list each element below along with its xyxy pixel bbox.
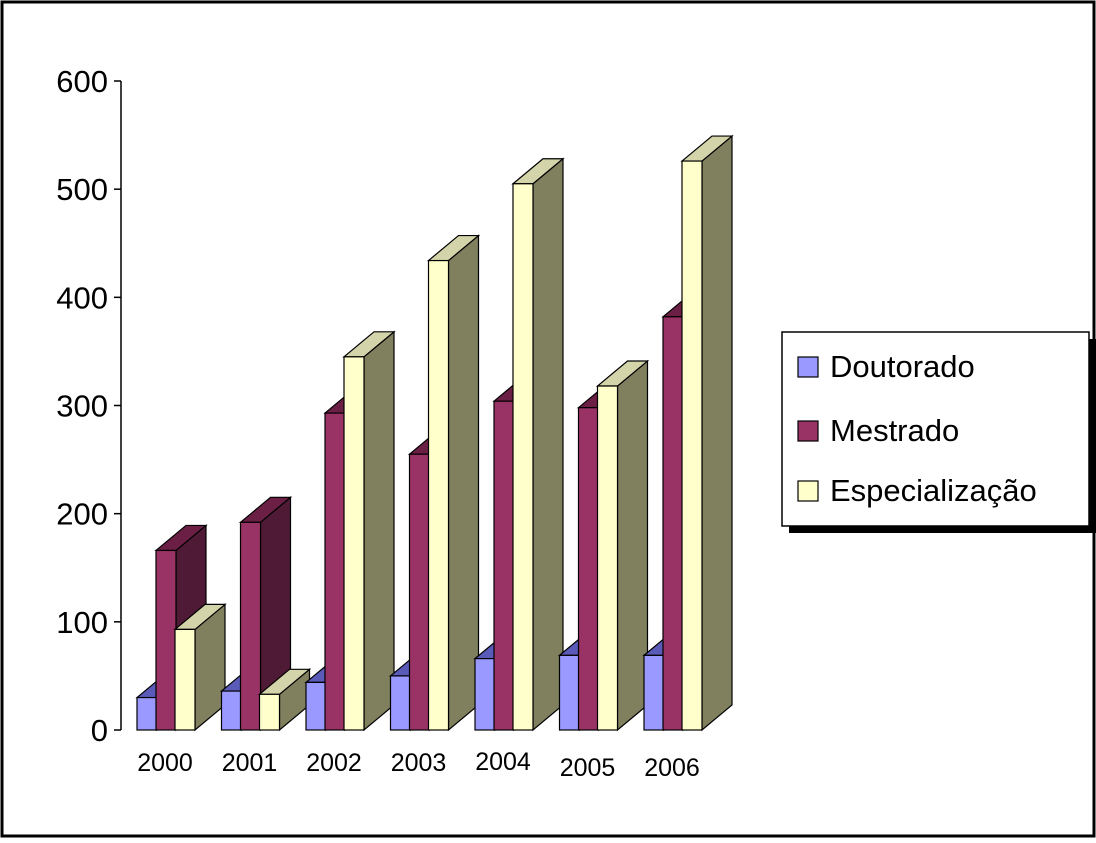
legend-swatch-doutorado: [797, 356, 819, 378]
bar-front: [558, 654, 581, 731]
bar-especialização-2003: [426, 234, 481, 732]
bar-front: [343, 356, 365, 731]
bar-especialização-2001: [257, 668, 312, 732]
y-tick-label: 100: [56, 605, 108, 640]
bar-front: [258, 693, 281, 731]
bar-side: [363, 330, 395, 732]
bar-front: [155, 549, 177, 731]
bar-front: [305, 681, 327, 731]
bar-front: [174, 628, 196, 731]
bar-front: [239, 521, 262, 731]
bar-front: [643, 654, 665, 731]
bar-front: [512, 183, 534, 731]
bar-front: [493, 400, 515, 731]
x-tick-label: 2002: [306, 749, 362, 777]
y-tick-label: 500: [56, 172, 108, 207]
bar-side: [447, 234, 480, 732]
bar-mestrado-2001: [238, 496, 293, 732]
x-tick-label: 2000: [137, 749, 193, 777]
bar-front: [408, 453, 431, 731]
bar-front: [324, 412, 346, 731]
bar-front: [662, 316, 684, 731]
legend-label-doutorado: Doutorado: [830, 349, 975, 384]
bar-front: [596, 385, 619, 731]
bar-front: [474, 658, 496, 731]
x-tick-label: 2006: [644, 754, 700, 782]
x-tick-label: 2004: [475, 748, 531, 776]
bar-side: [701, 134, 733, 732]
legend-label-especializacao: Especialização: [830, 473, 1037, 508]
bar-front: [577, 407, 600, 731]
x-tick-label: 2003: [391, 749, 447, 777]
legend: Doutorado Mestrado Especialização: [781, 331, 1096, 533]
bar-side: [532, 157, 564, 732]
bar-front: [136, 696, 158, 731]
legend-swatch-especializacao: [797, 480, 819, 502]
legend-label-mestrado: Mestrado: [830, 413, 959, 448]
plot-area: 0 100 200 300 400 500 600 2000 2001 2002 2003 2004 2…: [56, 64, 734, 782]
bar-especialização-2000: [173, 603, 227, 732]
bar-front: [681, 160, 703, 731]
bar-front: [427, 259, 450, 731]
y-tick-label: 200: [56, 497, 108, 532]
y-tick-label: 600: [56, 64, 108, 99]
bar-side: [616, 359, 649, 732]
y-tick-label: 0: [91, 713, 108, 748]
bar-front: [220, 690, 243, 731]
bar-front: [389, 675, 412, 731]
legend-swatch-mestrado: [797, 420, 819, 442]
legend-box: [781, 331, 1090, 527]
y-tick-label: 400: [56, 280, 108, 315]
bar-especialização-2002: [342, 330, 396, 732]
y-tick-label: 300: [56, 389, 108, 424]
bar-especialização-2004: [511, 157, 565, 732]
x-tick-label: 2001: [222, 749, 278, 777]
x-tick-label: 2005: [560, 754, 616, 782]
bar-especialização-2006: [680, 134, 734, 732]
bar-especialização-2005: [595, 359, 650, 732]
